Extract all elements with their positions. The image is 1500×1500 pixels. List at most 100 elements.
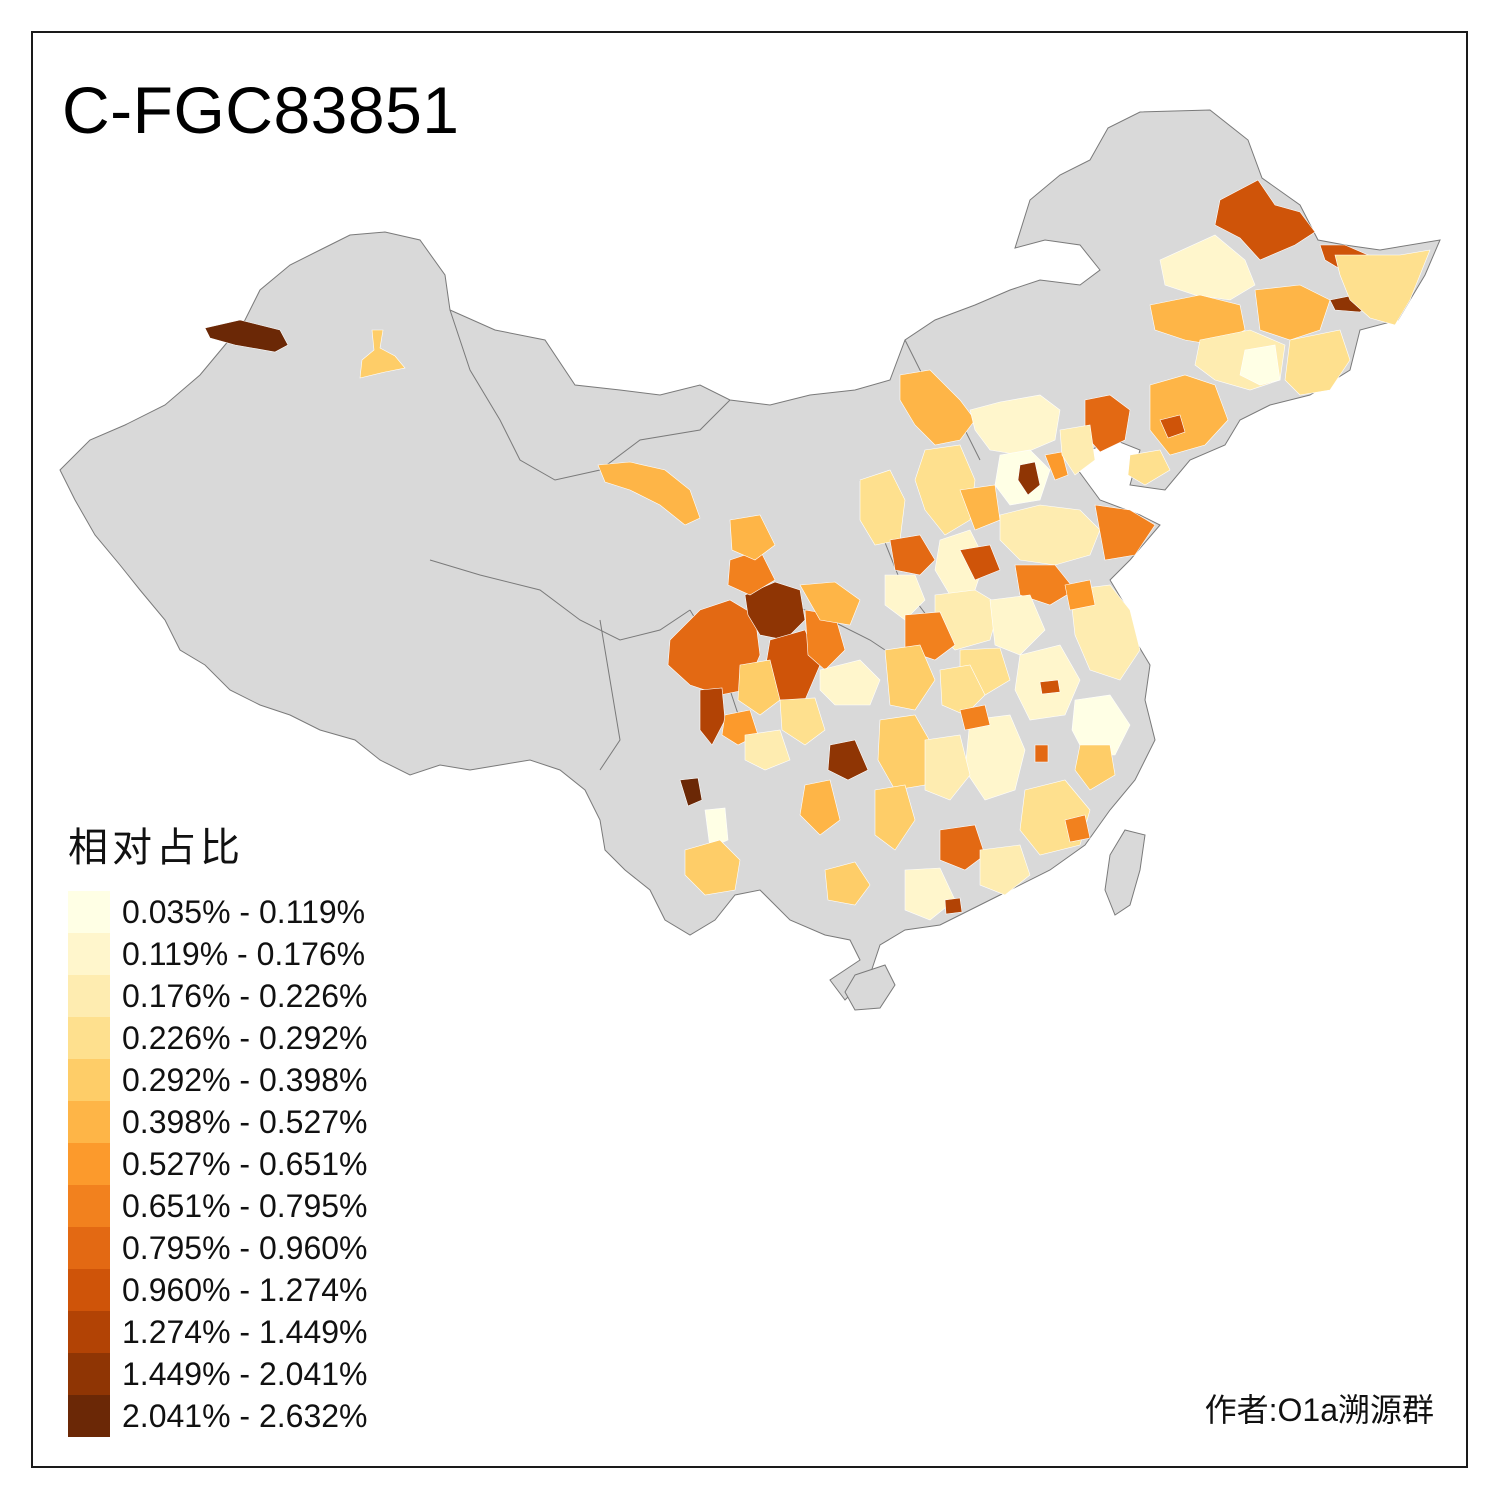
region-chongqing: [819, 659, 881, 706]
region-beijing: [1017, 461, 1041, 496]
region-guizhou-1: [744, 729, 791, 771]
region-guangdong-3: [904, 867, 956, 921]
legend-title: 相对占比: [68, 826, 244, 870]
region-guizhou-3: [799, 779, 841, 836]
region-hubei-1: [884, 644, 936, 711]
region-hebei-3: [1059, 424, 1096, 476]
legend-item: 0.651% - 0.795%: [68, 1185, 368, 1227]
region-zhejiang-2: [1074, 744, 1116, 791]
region-sichuan-sw: [699, 687, 726, 746]
region-guangdong-1: [939, 824, 986, 871]
legend-item: 0.292% - 0.398%: [68, 1059, 368, 1101]
province-border: [599, 619, 621, 771]
region-zhejiang-1: [1071, 694, 1131, 756]
province-border: [449, 309, 731, 481]
legend-swatch: [68, 1143, 110, 1185]
region-imongolia-east: [899, 369, 976, 446]
legend-item: 0.795% - 0.960%: [68, 1227, 368, 1269]
legend-label: 0.795% - 0.960%: [122, 1229, 368, 1266]
legend-swatch: [68, 1395, 110, 1437]
legend-label: 2.041% - 2.632%: [122, 1397, 368, 1434]
region-gansu-south: [729, 514, 776, 561]
legend-item: 0.226% - 0.292%: [68, 1017, 368, 1059]
legend-label: 0.527% - 0.651%: [122, 1145, 368, 1182]
region-gansu-strip: [597, 461, 701, 526]
region-anhui-2: [1039, 679, 1061, 695]
region-jiangsu-2: [1064, 579, 1096, 611]
legend-swatch: [68, 1227, 110, 1269]
legend-item: 0.119% - 0.176%: [68, 933, 368, 975]
legend-label: 0.119% - 0.176%: [122, 935, 366, 972]
region-shaanxi-2: [889, 534, 936, 576]
legend-label: 0.226% - 0.292%: [122, 1019, 368, 1056]
region-shandong-2: [1094, 504, 1156, 561]
legend-swatch: [68, 1017, 110, 1059]
legend-swatch: [68, 1059, 110, 1101]
region-chongqing-2: [779, 697, 826, 746]
legend-swatch: [68, 933, 110, 975]
legend-rows: 0.035% - 0.119% 0.119% - 0.176% 0.176% - 0…: [68, 891, 368, 1437]
taiwan-land: [1104, 829, 1146, 916]
region-guangdong-2: [979, 844, 1031, 896]
legend-item: 0.398% - 0.527%: [68, 1101, 368, 1143]
region-yunnan-2: [684, 839, 741, 896]
legend-swatch: [68, 891, 110, 933]
legend-label: 0.960% - 1.274%: [122, 1271, 368, 1308]
region-sichuan-mid: [737, 659, 781, 716]
region-fujian-2: [1064, 814, 1091, 843]
legend-item: 0.035% - 0.119%: [68, 891, 368, 933]
region-jilin-3: [1239, 344, 1281, 386]
region-guangxi: [824, 861, 871, 906]
region-shandong-4: [959, 544, 1001, 581]
legend-label: 0.176% - 0.226%: [122, 977, 368, 1014]
region-yunnan-nw: [679, 777, 703, 807]
legend-swatch: [68, 1311, 110, 1353]
region-shandong-1: [999, 504, 1101, 566]
region-ne-plain-3: [1254, 284, 1331, 341]
region-hebei-1: [969, 394, 1061, 456]
region-hunan-3: [874, 784, 916, 851]
legend-label: 0.035% - 0.119%: [122, 893, 366, 930]
region-liaoning-2: [1159, 414, 1186, 439]
region-shaanxi-3: [884, 574, 926, 621]
region-tianjin: [1044, 451, 1069, 481]
region-sichuan-north: [744, 581, 806, 641]
region-heilongjiang-north: [1214, 179, 1316, 261]
legend-item: 2.041% - 2.632%: [68, 1395, 368, 1437]
legend-item: 0.527% - 0.651%: [68, 1143, 368, 1185]
region-hunan-2: [924, 734, 971, 801]
legend-swatch: [68, 1101, 110, 1143]
region-hubei-2: [939, 664, 986, 716]
legend-label: 1.274% - 1.449%: [122, 1313, 368, 1350]
region-xinjiang-central: [359, 329, 406, 379]
region-guangdong-4: [944, 897, 963, 915]
legend-label: 1.449% - 2.041%: [122, 1355, 368, 1392]
legend-label: 0.398% - 0.527%: [122, 1103, 368, 1140]
region-ne-plain-4: [1334, 249, 1431, 326]
region-henan-3: [989, 594, 1046, 656]
region-ne-plain-1: [1159, 234, 1256, 301]
region-liaoning-4: [1127, 449, 1171, 486]
region-jilin-2: [1284, 329, 1351, 396]
legend-swatch: [68, 1269, 110, 1311]
legend-item: 1.274% - 1.449%: [68, 1311, 368, 1353]
author-credit: 作者:O1a溯源群: [1204, 1392, 1434, 1428]
legend-label: 0.651% - 0.795%: [122, 1187, 368, 1224]
legend-label: 0.292% - 0.398%: [122, 1061, 368, 1098]
region-yunnan-1: [704, 807, 729, 849]
legend-item: 1.449% - 2.041%: [68, 1353, 368, 1395]
map-title: C-FGC83851: [62, 73, 460, 147]
legend: 相对占比 0.035% - 0.119% 0.119% - 0.176% 0.176…: [68, 815, 368, 1437]
region-jiangxi-2: [1034, 744, 1049, 763]
hainan-land: [844, 964, 896, 1011]
region-shanxi-1: [914, 444, 976, 536]
legend-swatch: [68, 975, 110, 1017]
region-sichuan-e: [799, 581, 861, 626]
legend-swatch: [68, 1353, 110, 1395]
region-guizhou-2: [827, 739, 869, 781]
province-border: [429, 559, 691, 641]
region-jiangsu-1: [1069, 584, 1141, 681]
legend-item: 0.960% - 1.274%: [68, 1269, 368, 1311]
region-xinjiang-west: [204, 319, 289, 353]
